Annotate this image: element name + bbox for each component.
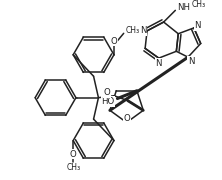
Text: N: N bbox=[140, 26, 147, 35]
Text: CH₃: CH₃ bbox=[192, 0, 206, 9]
Text: O: O bbox=[123, 114, 130, 123]
Text: CH₃: CH₃ bbox=[66, 163, 80, 172]
Text: N: N bbox=[188, 57, 194, 66]
Text: O: O bbox=[70, 150, 77, 159]
Text: O: O bbox=[104, 88, 111, 97]
Text: N: N bbox=[156, 58, 162, 68]
Text: N: N bbox=[194, 21, 201, 30]
Text: CH₃: CH₃ bbox=[126, 26, 140, 35]
Text: HO: HO bbox=[101, 97, 115, 106]
Text: NH: NH bbox=[177, 3, 190, 12]
Text: O: O bbox=[111, 37, 117, 46]
